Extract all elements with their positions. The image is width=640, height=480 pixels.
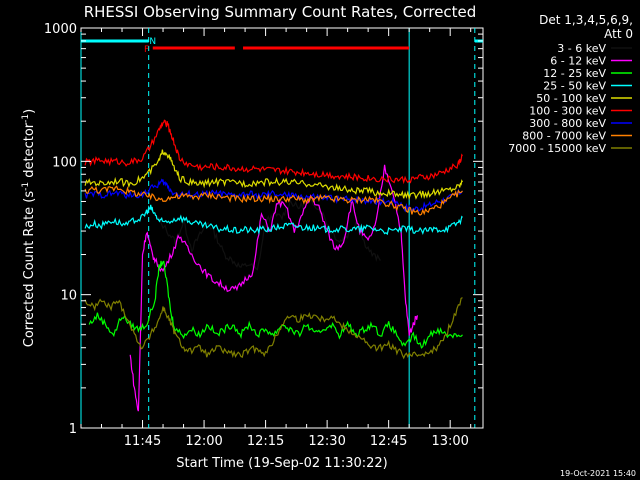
y-axis-label-part2: detector	[22, 122, 37, 182]
y-axis-label-part3: )	[22, 109, 37, 114]
x-tick-label: 12:15	[247, 434, 284, 449]
legend-title-line2: Att 0	[604, 27, 633, 41]
legend-entry-label: 800 - 7000 keV	[522, 130, 606, 143]
x-tick-label: 12:00	[185, 434, 222, 449]
night-boundary-lines	[80, 28, 476, 428]
series-line	[84, 185, 463, 216]
plot-area: FN 11:45 12:00 12:15 12:30 12:45 13:00 1 10 100…	[44, 22, 484, 449]
y-axis-ticks: 1 10 100 1000	[44, 22, 483, 437]
series-line	[84, 149, 464, 201]
series-line	[84, 204, 463, 236]
chart-title: RHESSI Observing Summary Count Rates, Co…	[84, 3, 477, 21]
y-tick-label: 100	[52, 155, 77, 170]
y-tick-label: 1000	[44, 22, 77, 37]
flag-bars: FN	[81, 37, 483, 55]
x-tick-label: 12:30	[308, 434, 345, 449]
x-tick-label: 12:45	[370, 434, 407, 449]
footer-timestamp: 19-Oct-2021 15:40	[560, 469, 636, 478]
y-tick-label: 1	[69, 422, 77, 437]
legend-entry-label: 300 - 800 keV	[529, 117, 606, 130]
x-axis-label: Start Time (19-Sep-02 11:30:22)	[176, 456, 387, 471]
series-line	[84, 178, 463, 213]
legend-entry-label: 12 - 25 keV	[543, 67, 606, 80]
series-layer	[84, 119, 464, 412]
y-axis-label-sup2: -1	[21, 114, 31, 123]
legend-entry-label: 50 - 100 keV	[536, 92, 606, 105]
legend-entry-label: 7000 - 15000 keV	[508, 142, 606, 155]
legend-entry-label: 25 - 50 keV	[543, 80, 606, 93]
y-axis-label-part1: Corrected Count Rate (s	[22, 191, 37, 348]
series-line	[88, 260, 463, 349]
y-axis-label: Corrected Count Rate (s-1 detector-1)	[21, 109, 37, 347]
series-line	[84, 119, 463, 185]
flag-annotation: F	[144, 45, 149, 55]
y-tick-label: 10	[60, 289, 77, 304]
x-axis-ticks: 11:45 12:00 12:15 12:30 12:45 13:00	[80, 28, 472, 449]
series-line	[84, 297, 463, 360]
y-axis-label-sup1: -1	[21, 182, 31, 191]
x-tick-label: 11:45	[124, 434, 161, 449]
legend-title-line1: Det 1,3,4,5,6,9,	[539, 13, 633, 27]
legend-entry-label: 100 - 300 keV	[529, 105, 606, 118]
x-tick-label: 13:00	[431, 434, 468, 449]
flag-annotation: N	[149, 37, 156, 47]
legend-entry-label: 6 - 12 keV	[550, 55, 606, 68]
series-line	[154, 198, 381, 271]
legend-entry-label: 3 - 6 keV	[557, 42, 606, 55]
